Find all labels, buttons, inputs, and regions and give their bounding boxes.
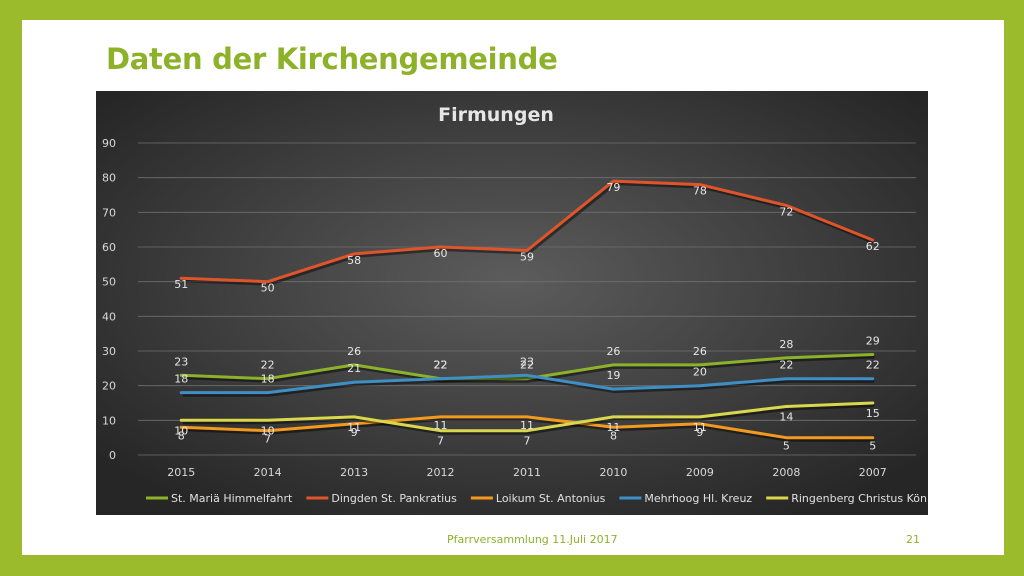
data-label: 7 (524, 435, 531, 448)
data-label: 5 (869, 440, 876, 453)
data-label: 8 (178, 429, 185, 442)
data-label: 22 (434, 359, 448, 372)
data-label: 7 (264, 433, 271, 446)
series-line (179, 353, 875, 381)
y-tick-label: 80 (102, 172, 116, 185)
x-tick-label: 2013 (340, 466, 368, 479)
legend-label: Ringenberg Christus König (791, 492, 928, 505)
data-label: 11 (606, 421, 620, 434)
x-tick-label: 2011 (513, 466, 541, 479)
data-label: 59 (520, 250, 534, 263)
series-line (179, 401, 875, 433)
data-label: 21 (347, 362, 361, 375)
page-number: 21 (906, 533, 920, 546)
y-tick-label: 0 (109, 449, 116, 462)
data-label: 51 (174, 278, 188, 291)
data-label: 60 (434, 247, 448, 260)
footer-text: Pfarrversammlung 11.Juli 2017 (447, 533, 618, 546)
y-tick-label: 50 (102, 276, 116, 289)
legend-label: Dingden St. Pankratius (331, 492, 457, 505)
data-label: 18 (261, 373, 275, 386)
y-tick-label: 30 (102, 345, 116, 358)
data-label: 10 (174, 424, 188, 437)
y-tick-label: 40 (102, 310, 116, 323)
y-tick-label: 70 (102, 206, 116, 219)
legend-label: St. Mariä Himmelfahrt (171, 492, 293, 505)
data-label: 8 (610, 429, 617, 442)
x-tick-label: 2014 (254, 466, 282, 479)
slide-title: Daten der Kirchengemeinde (106, 42, 558, 76)
series-line-shadow (182, 416, 875, 442)
x-tick-label: 2012 (427, 466, 455, 479)
data-label: 11 (520, 419, 534, 432)
data-label: 26 (693, 345, 707, 358)
chart-background (96, 91, 928, 515)
data-label: 50 (261, 282, 275, 295)
y-axis: 0 10 20 30 40 50 60 70 80 90 (102, 137, 116, 462)
series-line (179, 179, 875, 284)
y-tick-label: 60 (102, 241, 116, 254)
series-lines (179, 179, 876, 442)
data-label: 11 (434, 419, 448, 432)
x-tick-label: 2010 (599, 466, 627, 479)
series-line-shadow (182, 375, 875, 397)
slide: Daten der Kirchengemeinde Firmungen 0 10 2… (22, 20, 1004, 555)
data-label: 28 (779, 338, 793, 351)
chart-title: Firmungen (438, 104, 554, 126)
series-line-shadow (182, 403, 875, 435)
data-label: 23 (174, 355, 188, 368)
series-line (179, 373, 875, 395)
x-tick-label: 2007 (859, 466, 887, 479)
data-label: 22 (434, 359, 448, 372)
data-label: 29 (866, 334, 880, 347)
series-line (179, 415, 875, 440)
data-label: 19 (606, 369, 620, 382)
data-label: 23 (520, 355, 534, 368)
data-label: 22 (779, 359, 793, 372)
legend-label: Mehrhoog Hl. Kreuz (644, 492, 752, 505)
data-label: 10 (261, 424, 275, 437)
data-label: 78 (693, 185, 707, 198)
legend-label: Loikum St. Antonius (496, 492, 606, 505)
data-label: 22 (261, 359, 275, 372)
data-label: 22 (520, 359, 534, 372)
data-label: 20 (693, 366, 707, 379)
data-label: 22 (866, 359, 880, 372)
y-tick-label: 10 (102, 414, 116, 427)
data-label: 11 (347, 421, 361, 434)
series-line-shadow (182, 181, 876, 286)
data-label: 9 (351, 426, 358, 439)
x-axis: 2015 2014 2013 2012 2011 2010 2009 2008 2007 (167, 466, 887, 479)
data-label: 5 (783, 440, 790, 453)
data-label: 26 (347, 345, 361, 358)
legend: St. Mariä Himmelfahrt Dingden St. Pankrat… (146, 492, 928, 505)
y-tick-label: 20 (102, 380, 116, 393)
data-label: 79 (606, 181, 620, 194)
data-label: 72 (779, 205, 793, 218)
x-tick-label: 2015 (167, 466, 195, 479)
data-label: 14 (779, 410, 793, 423)
data-label: 26 (606, 345, 620, 358)
series-line-shadow (182, 354, 875, 383)
data-label: 58 (347, 254, 361, 267)
data-label: 62 (866, 240, 880, 253)
x-tick-label: 2009 (686, 466, 714, 479)
data-label: 9 (696, 426, 703, 439)
data-label: 11 (693, 421, 707, 434)
data-label: 18 (174, 373, 188, 386)
data-label: 15 (866, 407, 880, 420)
x-tick-label: 2008 (772, 466, 800, 479)
data-label: 7 (437, 435, 444, 448)
y-tick-label: 90 (102, 137, 116, 150)
